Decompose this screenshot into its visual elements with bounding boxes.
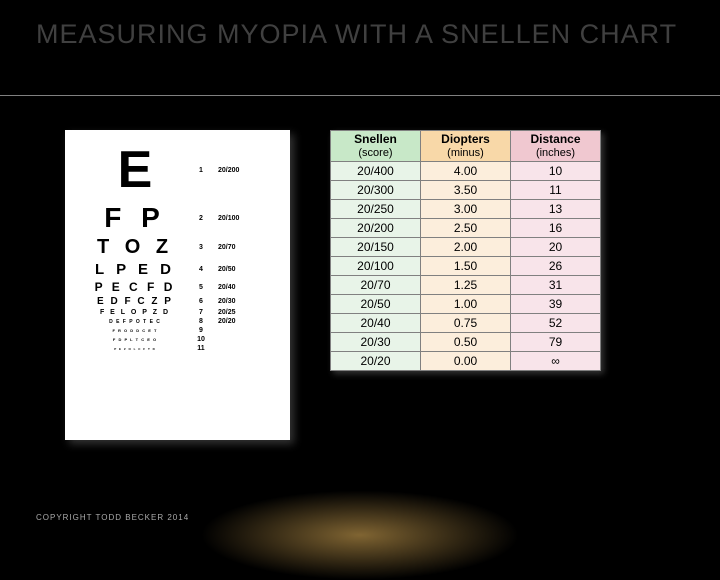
snellen-row-number: 5 bbox=[190, 284, 212, 291]
snellen-row-number: 7 bbox=[190, 309, 212, 316]
snellen-letters: F D P L T C E O bbox=[80, 337, 190, 342]
snellen-row-number: 9 bbox=[190, 327, 212, 334]
table-cell: ∞ bbox=[511, 352, 601, 371]
snellen-row-score: 20/70 bbox=[212, 244, 267, 251]
content-area: E120/200F P220/100T O Z320/70L P E D420/… bbox=[65, 130, 690, 440]
myopia-table: Snellen(score)Diopters(minus)Distance(in… bbox=[330, 130, 601, 371]
snellen-letters: D E F P O T E C bbox=[80, 319, 190, 325]
table-cell: 1.00 bbox=[421, 295, 511, 314]
table-cell: 3.50 bbox=[421, 181, 511, 200]
snellen-letters: F R O D D C E T bbox=[80, 328, 190, 333]
snellen-row-number: 2 bbox=[190, 215, 212, 222]
snellen-row-score: 20/100 bbox=[212, 215, 267, 222]
snellen-row-number: 4 bbox=[190, 266, 212, 273]
snellen-row-score: 20/25 bbox=[212, 309, 267, 316]
snellen-row-number: 1 bbox=[190, 167, 212, 174]
table-cell: 39 bbox=[511, 295, 601, 314]
title-underline bbox=[0, 95, 720, 96]
snellen-row: F R O D D C E T9 bbox=[80, 327, 282, 334]
table-cell: 31 bbox=[511, 276, 601, 295]
table-cell: 20/50 bbox=[331, 295, 421, 314]
table-row: 20/1502.0020 bbox=[331, 238, 601, 257]
table-cell: 2.50 bbox=[421, 219, 511, 238]
table-cell: 20/20 bbox=[331, 352, 421, 371]
table-cell: 20 bbox=[511, 238, 601, 257]
data-table-wrap: Snellen(score)Diopters(minus)Distance(in… bbox=[330, 130, 601, 440]
table-cell: 1.50 bbox=[421, 257, 511, 276]
snellen-row: F D P L T C E O10 bbox=[80, 336, 282, 343]
table-cell: 3.00 bbox=[421, 200, 511, 219]
table-cell: 52 bbox=[511, 314, 601, 333]
table-row: 20/4004.0010 bbox=[331, 162, 601, 181]
table-cell: 20/400 bbox=[331, 162, 421, 181]
snellen-row-score: 20/20 bbox=[212, 318, 267, 325]
table-row: 20/701.2531 bbox=[331, 276, 601, 295]
snellen-row: E120/200 bbox=[80, 140, 282, 200]
table-cell: 79 bbox=[511, 333, 601, 352]
snellen-row: P E C F D520/40 bbox=[80, 280, 282, 294]
table-row: 20/200.00∞ bbox=[331, 352, 601, 371]
snellen-row-score: 20/50 bbox=[212, 266, 267, 273]
table-cell: 20/30 bbox=[331, 333, 421, 352]
table-header: Snellen(score) bbox=[331, 131, 421, 162]
table-cell: 26 bbox=[511, 257, 601, 276]
table-cell: 2.00 bbox=[421, 238, 511, 257]
snellen-row-number: 11 bbox=[190, 345, 212, 352]
table-cell: 13 bbox=[511, 200, 601, 219]
snellen-row: E D F C Z P620/30 bbox=[80, 296, 282, 307]
table-cell: 20/250 bbox=[331, 200, 421, 219]
table-row: 20/300.5079 bbox=[331, 333, 601, 352]
snellen-row: F E L O P Z D720/25 bbox=[80, 309, 282, 316]
snellen-row-score: 20/40 bbox=[212, 284, 267, 291]
snellen-row-score: 20/200 bbox=[212, 167, 267, 174]
snellen-letters: F E L O P Z D bbox=[80, 309, 190, 316]
table-row: 20/400.7552 bbox=[331, 314, 601, 333]
table-row: 20/2503.0013 bbox=[331, 200, 601, 219]
snellen-row: D E F P O T E C820/20 bbox=[80, 318, 282, 325]
table-cell: 20/200 bbox=[331, 219, 421, 238]
snellen-row: L P E D420/50 bbox=[80, 261, 282, 278]
table-cell: 20/150 bbox=[331, 238, 421, 257]
snellen-letters: L P E D bbox=[80, 261, 190, 278]
slide-title: MEASURING MYOPIA WITH A SNELLEN CHART bbox=[36, 18, 684, 52]
glow-accent bbox=[200, 490, 520, 580]
table-row: 20/2002.5016 bbox=[331, 219, 601, 238]
table-row: 20/1001.5026 bbox=[331, 257, 601, 276]
table-row: 20/501.0039 bbox=[331, 295, 601, 314]
table-cell: 20/100 bbox=[331, 257, 421, 276]
snellen-row-number: 6 bbox=[190, 298, 212, 305]
table-cell: 0.50 bbox=[421, 333, 511, 352]
table-cell: 20/300 bbox=[331, 181, 421, 200]
table-cell: 0.75 bbox=[421, 314, 511, 333]
snellen-letters: F P bbox=[80, 202, 190, 234]
snellen-row: T O Z320/70 bbox=[80, 236, 282, 259]
table-cell: 4.00 bbox=[421, 162, 511, 181]
table-cell: 1.25 bbox=[421, 276, 511, 295]
table-header: Distance(inches) bbox=[511, 131, 601, 162]
snellen-letters: P E Z O L C F T D bbox=[80, 347, 190, 351]
table-cell: 0.00 bbox=[421, 352, 511, 371]
snellen-letters: E D F C Z P bbox=[80, 296, 190, 307]
table-cell: 11 bbox=[511, 181, 601, 200]
snellen-chart: E120/200F P220/100T O Z320/70L P E D420/… bbox=[65, 130, 290, 440]
snellen-row-number: 3 bbox=[190, 244, 212, 251]
table-row: 20/3003.5011 bbox=[331, 181, 601, 200]
table-header: Diopters(minus) bbox=[421, 131, 511, 162]
snellen-letters: P E C F D bbox=[80, 280, 190, 294]
snellen-row-number: 8 bbox=[190, 318, 212, 325]
table-cell: 10 bbox=[511, 162, 601, 181]
snellen-letters: T O Z bbox=[80, 236, 190, 259]
snellen-row-number: 10 bbox=[190, 336, 212, 343]
snellen-row: P E Z O L C F T D11 bbox=[80, 345, 282, 352]
copyright-text: COPYRIGHT TODD BECKER 2014 bbox=[36, 513, 189, 522]
snellen-letters: E bbox=[80, 140, 190, 200]
snellen-row: F P220/100 bbox=[80, 202, 282, 234]
table-cell: 20/70 bbox=[331, 276, 421, 295]
snellen-row-score: 20/30 bbox=[212, 298, 267, 305]
table-cell: 16 bbox=[511, 219, 601, 238]
table-cell: 20/40 bbox=[331, 314, 421, 333]
